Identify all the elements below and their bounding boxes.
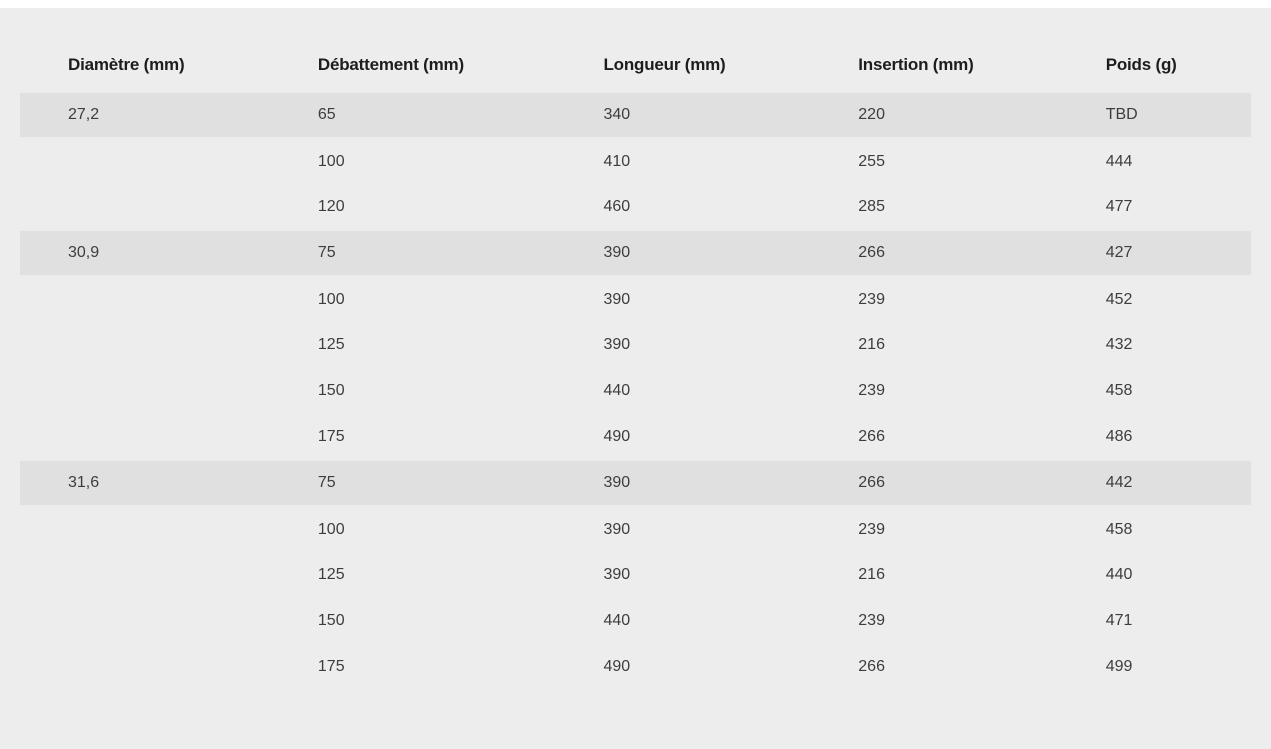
- table-row: 175 490 266 499: [20, 644, 1251, 690]
- cell-diametre: [20, 276, 270, 322]
- cell-longueur: 390: [603, 336, 631, 353]
- table-row: 100 390 239 452: [20, 276, 1251, 322]
- cell-insertion: 266: [858, 658, 885, 675]
- cell-poids: 458: [1105, 382, 1133, 399]
- cell-poids: 444: [1105, 152, 1133, 170]
- cell-longueur: 340: [555, 92, 811, 138]
- cell-insertion: 266: [810, 460, 1058, 506]
- cell-insertion: 239: [858, 520, 885, 538]
- cell-poids: 458: [1105, 520, 1133, 538]
- cell-insertion: 285: [858, 197, 885, 215]
- cell-poids: 442: [1057, 460, 1251, 506]
- cell-insertion: 266: [858, 427, 885, 445]
- cell-debattement: 120: [317, 197, 345, 215]
- header-row: Diamètre (mm) Débattement (mm) Longueur (m…: [20, 8, 1251, 92]
- cell-longueur: 390: [555, 460, 811, 506]
- cell-poids: 471: [1105, 612, 1133, 629]
- cell-insertion: 220: [810, 92, 1058, 138]
- cell-longueur: 390: [603, 520, 631, 538]
- cell-debattement: 75: [269, 460, 556, 506]
- cell-longueur: 490: [603, 427, 631, 445]
- cell-debattement: 75: [269, 230, 556, 276]
- cell-diametre: [20, 184, 270, 230]
- cell-longueur: 390: [603, 290, 631, 308]
- page: Diamètre (mm) Débattement (mm) Longueur (m…: [0, 0, 1271, 690]
- cell-insertion: 239: [858, 290, 885, 308]
- table-row: 31,6 75 390 266 442: [20, 460, 1251, 506]
- cell-debattement: 100: [317, 520, 345, 538]
- column-header-insertion: Insertion (mm): [858, 54, 974, 74]
- cell-insertion: 266: [810, 230, 1058, 276]
- cell-debattement: 175: [317, 658, 345, 675]
- cell-diametre: [20, 552, 270, 598]
- table-row: 125 390 216 440: [20, 552, 1251, 598]
- column-header-diametre: Diamètre (mm): [68, 54, 185, 74]
- cell-longueur: 440: [603, 382, 631, 399]
- table-row: 150 440 239 458: [20, 368, 1251, 414]
- cell-debattement: 150: [317, 382, 345, 399]
- cell-longueur: 390: [555, 230, 811, 276]
- column-header-poids: Poids (g): [1105, 54, 1177, 74]
- cell-debattement: 150: [317, 612, 345, 629]
- column-header-debattement: Débattement (mm): [317, 54, 464, 74]
- cell-diametre: 30,9: [20, 230, 270, 276]
- cell-debattement: 100: [317, 152, 345, 170]
- cell-poids: 427: [1057, 230, 1251, 276]
- cell-debattement: 125: [317, 336, 345, 353]
- cell-diametre: [20, 598, 270, 644]
- table-container: Diamètre (mm) Débattement (mm) Longueur (m…: [0, 8, 1271, 690]
- cell-longueur: 440: [603, 612, 631, 629]
- cell-debattement: 100: [317, 290, 345, 308]
- table-row: 100 390 239 458: [20, 506, 1251, 552]
- table-row: 150 440 239 471: [20, 598, 1251, 644]
- cell-insertion: 255: [858, 152, 885, 170]
- cell-diametre: [20, 414, 270, 460]
- table-row: 27,2 65 340 220 TBD: [20, 92, 1251, 138]
- cell-diametre: [20, 644, 270, 690]
- top-strip: [0, 0, 1271, 8]
- cell-longueur: 460: [603, 197, 631, 215]
- cell-debattement: 175: [317, 427, 345, 445]
- cell-longueur: 490: [603, 658, 631, 675]
- cell-diametre: [20, 138, 270, 184]
- cell-diametre: 31,6: [20, 460, 270, 506]
- table-row: 30,9 75 390 266 427: [20, 230, 1251, 276]
- cell-poids: 477: [1105, 197, 1133, 215]
- table-row: 120 460 285 477: [20, 184, 1251, 230]
- cell-poids: 499: [1105, 658, 1133, 675]
- column-header-longueur: Longueur (mm): [603, 54, 726, 74]
- cell-longueur: 390: [603, 566, 631, 583]
- cell-insertion: 239: [858, 612, 885, 629]
- cell-diametre: [20, 322, 270, 368]
- cell-insertion: 216: [858, 336, 885, 353]
- table-row: 175 490 266 486: [20, 414, 1251, 460]
- specs-table: Diamètre (mm) Débattement (mm) Longueur (m…: [20, 8, 1251, 690]
- cell-longueur: 410: [603, 152, 631, 170]
- cell-debattement: 65: [269, 92, 556, 138]
- cell-insertion: 239: [858, 382, 885, 399]
- cell-insertion: 216: [858, 566, 885, 583]
- cell-diametre: [20, 506, 270, 552]
- cell-poids: 432: [1105, 336, 1133, 353]
- cell-poids: 440: [1105, 566, 1133, 583]
- cell-debattement: 125: [317, 566, 345, 583]
- cell-poids: 486: [1105, 427, 1133, 445]
- cell-diametre: 27,2: [20, 92, 270, 138]
- cell-poids: TBD: [1057, 92, 1251, 138]
- table-row: 125 390 216 432: [20, 322, 1251, 368]
- cell-poids: 452: [1105, 290, 1133, 308]
- table-row: 100 410 255 444: [20, 138, 1251, 184]
- cell-diametre: [20, 368, 270, 414]
